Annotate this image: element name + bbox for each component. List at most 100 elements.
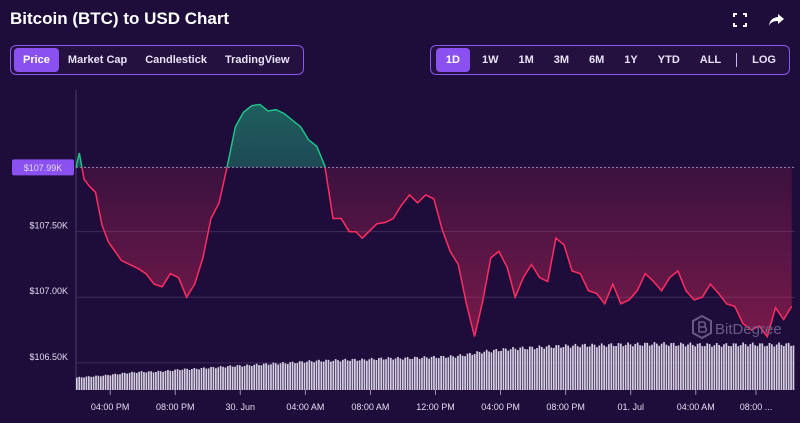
volume-bar	[763, 346, 766, 390]
volume-bar	[159, 371, 162, 390]
volume-bar	[270, 364, 272, 390]
volume-bar	[401, 359, 404, 390]
volume-bar	[557, 345, 560, 390]
volume-bar	[411, 358, 414, 390]
range-6m[interactable]: 6M	[589, 54, 605, 66]
volume-bar	[354, 358, 356, 390]
tab-market-cap[interactable]: Market Cap	[67, 54, 128, 66]
volume-bar	[241, 366, 244, 390]
volume-bar	[258, 365, 260, 390]
volume-bar	[95, 375, 97, 390]
tab-tradingview[interactable]: TradingView	[224, 54, 290, 66]
time-range-selector: 1D 1W 1M 3M 6M 1Y YTD ALL LOG	[429, 45, 790, 75]
volume-bar	[334, 359, 337, 390]
volume-bar	[739, 345, 742, 390]
volume-bar	[644, 342, 646, 390]
volume-bar	[358, 360, 361, 390]
range-1w[interactable]: 1W	[481, 54, 499, 66]
volume-bar	[699, 343, 701, 390]
volume-bar	[653, 342, 656, 390]
volume-bar	[715, 343, 718, 390]
tab-candlestick[interactable]: Candlestick	[145, 54, 207, 66]
range-1m[interactable]: 1M	[518, 54, 534, 66]
volume-bar	[186, 368, 188, 390]
volume-bar	[373, 359, 375, 390]
volume-bar	[126, 373, 129, 390]
volume-bar	[727, 345, 730, 390]
volume-bar	[675, 345, 677, 390]
volume-bar	[552, 348, 555, 390]
volume-bar	[452, 356, 454, 390]
x-tick-label: 08:00 PM	[546, 402, 585, 412]
share-icon[interactable]	[766, 10, 786, 30]
volume-bar	[171, 371, 174, 390]
volume-bar	[660, 343, 663, 390]
volume-bar	[380, 357, 383, 390]
volume-bar	[298, 361, 301, 390]
volume-bar	[85, 376, 88, 390]
volume-bar	[435, 357, 438, 390]
volume-bar	[289, 362, 291, 390]
volume-bar	[191, 369, 193, 390]
volume-bar	[620, 343, 622, 390]
volume-bar	[756, 346, 759, 390]
volume-bar	[277, 364, 280, 390]
y-tick-label: $107.50K	[29, 221, 68, 231]
volume-bar	[217, 367, 220, 390]
volume-bar	[286, 364, 289, 390]
volume-bar	[150, 371, 152, 390]
volume-bar	[481, 353, 483, 390]
range-1y[interactable]: 1Y	[624, 54, 638, 66]
volume-bar	[591, 343, 593, 390]
volume-bar	[667, 345, 670, 390]
volume-bar	[229, 365, 232, 390]
price-chart[interactable]: $107.50K $107.00K $106.50K $107.99K 04:00 PM…	[0, 80, 800, 423]
volume-bar	[651, 344, 653, 390]
fullscreen-icon[interactable]	[730, 10, 750, 30]
volume-bar	[421, 357, 423, 390]
volume-bar	[382, 359, 385, 390]
volume-bar	[87, 376, 90, 390]
volume-bar	[437, 358, 440, 390]
volume-bar	[313, 362, 315, 390]
volume-bar	[394, 358, 397, 390]
volume-bar	[754, 345, 756, 390]
volume-bar	[389, 357, 392, 390]
volume-bar	[164, 370, 167, 390]
log-toggle[interactable]: LOG	[752, 54, 776, 66]
volume-bar	[735, 343, 737, 390]
volume-bar	[790, 345, 792, 390]
volume-bar	[262, 363, 265, 390]
volume-bar	[409, 358, 411, 390]
volume-bar	[471, 354, 474, 390]
volume-bar	[629, 344, 632, 390]
volume-bar	[641, 345, 644, 390]
volume-bar	[718, 345, 721, 390]
volume-bar	[586, 346, 589, 390]
volume-bar	[775, 344, 778, 390]
range-1d[interactable]: 1D	[435, 48, 470, 72]
tab-price[interactable]: Price	[14, 48, 59, 72]
volume-bar	[370, 357, 373, 390]
range-3m[interactable]: 3M	[553, 54, 570, 66]
volume-bar	[445, 357, 447, 390]
range-ytd[interactable]: YTD	[657, 54, 680, 66]
volume-bar	[533, 349, 536, 390]
price-line-down	[75, 167, 793, 339]
volume-bar	[179, 370, 181, 390]
volume-bar	[327, 359, 330, 390]
volume-bar	[342, 359, 344, 390]
volume-bar	[392, 359, 395, 390]
volume-bar	[759, 343, 761, 390]
volume-bar	[785, 343, 788, 390]
volume-bar	[442, 356, 445, 390]
volume-bar	[363, 359, 366, 390]
volume-bar	[538, 345, 541, 390]
volume-bar	[406, 357, 409, 390]
volume-bar	[109, 375, 112, 390]
range-all[interactable]: ALL	[699, 54, 722, 66]
volume-bar	[584, 343, 586, 390]
volume-bar	[260, 365, 263, 390]
volume-bar	[540, 347, 543, 390]
volume-bar	[670, 343, 673, 390]
